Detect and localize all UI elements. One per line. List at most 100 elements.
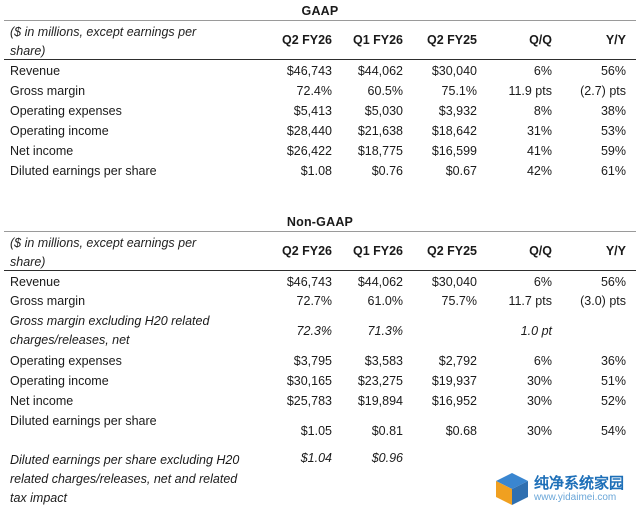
gaap-units-note: ($ in millions, except earnings per shar… bbox=[10, 25, 197, 58]
nongaap-title-rule bbox=[4, 231, 636, 232]
cell-yoy: 36% bbox=[600, 354, 626, 368]
cell-q2fy26: $25,783 bbox=[286, 394, 332, 408]
cell-q1fy26: $0.76 bbox=[371, 164, 403, 178]
cell-qoq: 11.7 pts bbox=[508, 294, 552, 308]
gaap-row-gross-margin: Gross margin 72.4% 60.5% 75.1% 11.9 pts … bbox=[0, 81, 640, 101]
cell-qoq: 8% bbox=[533, 104, 552, 118]
cell-q2fy26: $1.08 bbox=[300, 164, 332, 178]
gaap-col-yoy: Y/Y bbox=[605, 33, 626, 47]
gaap-section-title: GAAP bbox=[301, 4, 339, 18]
nongaap-col-q2fy25: Q2 FY25 bbox=[426, 244, 477, 258]
gaap-row-operating-expenses: Operating expenses $5,413 $5,030 $3,932 … bbox=[0, 101, 640, 121]
cell-qoq: 6% bbox=[533, 275, 552, 289]
cell-q1fy26: $0.96 bbox=[371, 451, 403, 465]
nongaap-col-qoq: Q/Q bbox=[529, 244, 552, 258]
cell-q2fy25: 75.7% bbox=[441, 294, 477, 308]
nongaap-row-revenue: Revenue $46,743 $44,062 $30,040 6% 56% bbox=[0, 272, 640, 292]
row-label: Diluted earnings per share excluding H20… bbox=[10, 453, 240, 505]
cell-yoy: 53% bbox=[600, 124, 626, 138]
cell-q1fy26: $44,062 bbox=[357, 275, 403, 289]
cell-q1fy26: $44,062 bbox=[357, 64, 403, 78]
nongaap-header-rule bbox=[4, 270, 636, 271]
cell-q1fy26: $23,275 bbox=[357, 374, 403, 388]
row-label: Revenue bbox=[10, 275, 61, 289]
watermark-url: www.yidaimei.com bbox=[534, 492, 617, 503]
cell-q2fy25: $16,952 bbox=[431, 394, 477, 408]
cell-q1fy26: $21,638 bbox=[357, 124, 403, 138]
gaap-header-rule bbox=[4, 59, 636, 60]
cell-q2fy26: $26,422 bbox=[286, 144, 332, 158]
nongaap-col-yoy: Y/Y bbox=[605, 244, 626, 258]
nongaap-row-diluted-eps: Diluted earnings per share $1.05 $0.81 $… bbox=[0, 411, 640, 453]
row-label: Operating expenses bbox=[10, 354, 122, 368]
cell-q1fy26: $19,894 bbox=[357, 394, 403, 408]
cell-q2fy25: $16,599 bbox=[431, 144, 477, 158]
cell-qoq: 6% bbox=[533, 64, 552, 78]
gaap-row-diluted-eps: Diluted earnings per share $1.08 $0.76 $… bbox=[0, 161, 640, 181]
nongaap-col-q1fy26: Q1 FY26 bbox=[352, 244, 403, 258]
cell-yoy: 56% bbox=[600, 64, 626, 78]
cell-qoq: 31% bbox=[526, 124, 552, 138]
cell-q2fy26: 72.3% bbox=[296, 324, 332, 338]
cell-q2fy25: $18,642 bbox=[431, 124, 477, 138]
row-label: Revenue bbox=[10, 64, 61, 78]
cell-q2fy26: $46,743 bbox=[286, 64, 332, 78]
cell-q1fy26: $0.81 bbox=[371, 424, 403, 438]
cell-qoq: 30% bbox=[526, 374, 552, 388]
row-label: Diluted earnings per share bbox=[10, 164, 157, 178]
cell-q2fy25: $19,937 bbox=[431, 374, 477, 388]
cell-yoy: 61% bbox=[600, 164, 626, 178]
cell-q2fy26: 72.4% bbox=[296, 84, 332, 98]
cell-q2fy26: $30,165 bbox=[286, 374, 332, 388]
cell-yoy: (2.7) pts bbox=[580, 84, 626, 98]
row-label: Operating income bbox=[10, 374, 109, 388]
nongaap-row-gross-margin-ex-h20: Gross margin excluding H20 related charg… bbox=[0, 312, 640, 352]
cell-q1fy26: 71.3% bbox=[367, 324, 403, 338]
cell-q2fy26: $46,743 bbox=[286, 275, 332, 289]
gaap-row-net-income: Net income $26,422 $18,775 $16,599 41% 5… bbox=[0, 141, 640, 161]
cell-yoy: 54% bbox=[600, 424, 626, 438]
nongaap-row-gross-margin: Gross margin 72.7% 61.0% 75.7% 11.7 pts … bbox=[0, 291, 640, 311]
cell-q2fy26: $3,795 bbox=[293, 354, 332, 368]
cell-qoq: 41% bbox=[526, 144, 552, 158]
row-label: Operating expenses bbox=[10, 104, 122, 118]
gaap-col-q2fy25: Q2 FY25 bbox=[426, 33, 477, 47]
cell-yoy: 59% bbox=[600, 144, 626, 158]
cell-q2fy26: $5,413 bbox=[293, 104, 332, 118]
row-label: Gross margin excluding H20 related charg… bbox=[10, 314, 210, 347]
cell-yoy: 52% bbox=[600, 394, 626, 408]
watermark-title: 纯净系统家园 bbox=[534, 475, 625, 492]
cell-q2fy25: $30,040 bbox=[431, 275, 477, 289]
watermark-logo-icon bbox=[496, 473, 528, 505]
nongaap-section-title: Non-GAAP bbox=[286, 215, 354, 229]
cell-q1fy26: $18,775 bbox=[357, 144, 403, 158]
cell-q1fy26: 60.5% bbox=[367, 84, 403, 98]
cell-yoy: 38% bbox=[600, 104, 626, 118]
nongaap-row-operating-income: Operating income $30,165 $23,275 $19,937… bbox=[0, 371, 640, 391]
nongaap-row-net-income: Net income $25,783 $19,894 $16,952 30% 5… bbox=[0, 391, 640, 411]
cell-q2fy26: $1.04 bbox=[300, 451, 332, 465]
row-label: Diluted earnings per share bbox=[10, 414, 157, 428]
nongaap-units-note: ($ in millions, except earnings per shar… bbox=[10, 236, 197, 269]
cell-q2fy25: $0.68 bbox=[445, 424, 477, 438]
cell-qoq: 30% bbox=[526, 394, 552, 408]
cell-q1fy26: 61.0% bbox=[367, 294, 403, 308]
gaap-col-q2fy26: Q2 FY26 bbox=[281, 33, 332, 47]
nongaap-row-operating-expenses: Operating expenses $3,795 $3,583 $2,792 … bbox=[0, 351, 640, 371]
row-label: Operating income bbox=[10, 124, 109, 138]
cell-q2fy26: 72.7% bbox=[296, 294, 332, 308]
gaap-col-qoq: Q/Q bbox=[529, 33, 552, 47]
cell-yoy: 56% bbox=[600, 275, 626, 289]
row-label: Net income bbox=[10, 394, 74, 408]
row-label: Gross margin bbox=[10, 294, 86, 308]
cell-q2fy25: 75.1% bbox=[441, 84, 477, 98]
row-label: Gross margin bbox=[10, 84, 86, 98]
cell-yoy: 51% bbox=[600, 374, 626, 388]
cell-q2fy26: $28,440 bbox=[286, 124, 332, 138]
site-watermark: 纯净系统家园 www.yidaimei.com bbox=[494, 470, 634, 508]
nongaap-col-q2fy26: Q2 FY26 bbox=[281, 244, 332, 258]
cell-q2fy25: $3,932 bbox=[438, 104, 477, 118]
cell-q2fy25: $0.67 bbox=[445, 164, 477, 178]
gaap-row-operating-income: Operating income $28,440 $21,638 $18,642… bbox=[0, 121, 640, 141]
cell-q1fy26: $3,583 bbox=[364, 354, 403, 368]
